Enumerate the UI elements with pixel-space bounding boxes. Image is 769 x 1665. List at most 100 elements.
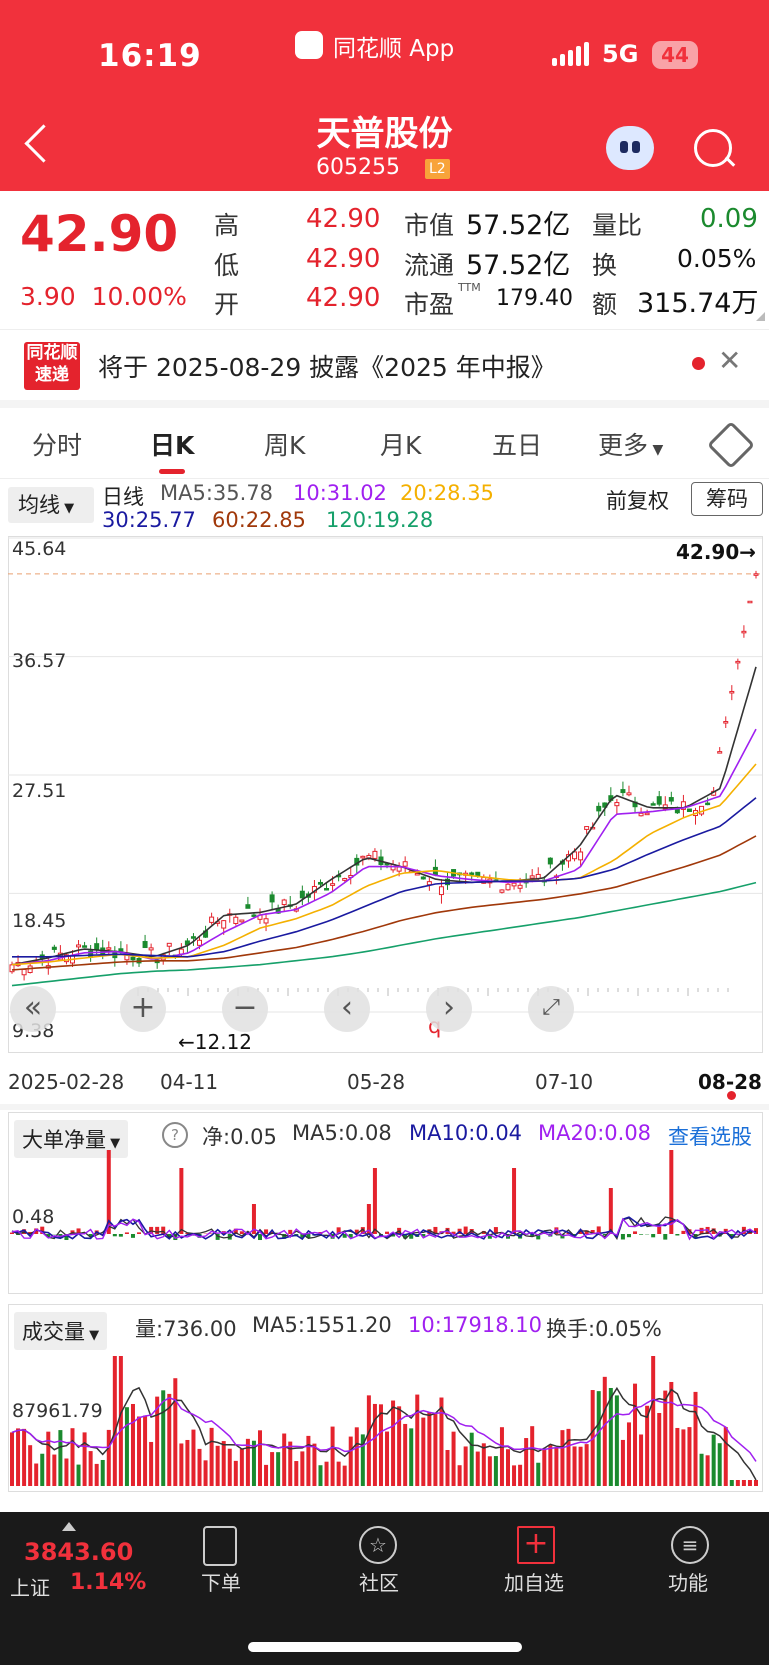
tab-more[interactable]: 更多 ▼: [598, 431, 664, 460]
community-label[interactable]: 社区: [359, 1571, 399, 1595]
candle-body: [747, 600, 753, 604]
volume-bar: [239, 1448, 244, 1486]
tab-five-day[interactable]: 五日: [492, 431, 543, 460]
flow-panel[interactable]: [8, 1112, 763, 1294]
flow-ma-line: [11, 1217, 757, 1241]
open-label: 开: [214, 290, 240, 319]
flow-bar: [251, 1204, 256, 1234]
add-watchlist-icon[interactable]: +: [517, 1526, 555, 1564]
volume-bar: [542, 1449, 547, 1486]
volume-bar: [439, 1397, 444, 1486]
volume-bar: [687, 1427, 692, 1486]
candle-body: [650, 803, 656, 806]
candle-body: [517, 884, 523, 889]
close-icon[interactable]: ✕: [718, 344, 742, 377]
flow-chart[interactable]: [8, 1150, 762, 1292]
index-value[interactable]: 3843.60: [24, 1538, 134, 1566]
volume-panel[interactable]: [8, 1304, 763, 1492]
fullscreen-button[interactable]: ⤢: [528, 986, 574, 1032]
kline-chart[interactable]: [8, 536, 762, 1052]
volume-bar: [403, 1423, 408, 1486]
price-change: 3.90 10.00%: [20, 282, 187, 311]
chip-button[interactable]: 筹码: [691, 482, 763, 516]
level2-badge: L2: [425, 159, 450, 179]
candle-body: [221, 920, 227, 929]
volume-bar: [312, 1443, 317, 1486]
volume-bar: [348, 1436, 353, 1486]
volume-bar: [179, 1443, 184, 1486]
flow-bar: [106, 1150, 111, 1234]
tab-weekly-k[interactable]: 周K: [264, 431, 306, 460]
candle-body: [662, 804, 668, 810]
volume-bar: [185, 1439, 190, 1486]
kline-panel[interactable]: [8, 536, 763, 1053]
volume-bar: [433, 1414, 438, 1486]
zoom-in-button[interactable]: +: [120, 986, 166, 1032]
volume-bar: [149, 1441, 154, 1486]
menu-label[interactable]: 功能: [668, 1571, 708, 1595]
high-label: 高: [214, 211, 240, 240]
ai-assistant-icon[interactable]: [606, 126, 654, 170]
flow-bar: [711, 1228, 716, 1234]
flow-bar: [391, 1234, 396, 1237]
candle-body: [596, 805, 602, 812]
order-icon[interactable]: [203, 1526, 237, 1566]
volume-bar: [118, 1356, 123, 1486]
index-change: 1.14%: [70, 1570, 147, 1595]
candle-body: [420, 876, 426, 880]
volume-bar: [70, 1428, 75, 1486]
home-indicator[interactable]: [248, 1642, 522, 1652]
candle-body: [263, 918, 269, 924]
flow-bar: [137, 1232, 142, 1234]
flow-indicator-select[interactable]: 大单净量 ▼: [14, 1120, 129, 1158]
menu-icon[interactable]: ≡: [671, 1526, 709, 1564]
order-label[interactable]: 下单: [201, 1571, 241, 1595]
volume-bar: [100, 1459, 105, 1486]
volume-bar: [645, 1405, 650, 1486]
volume-bar: [530, 1426, 535, 1486]
community-icon[interactable]: ☆: [359, 1526, 397, 1564]
tab-monthly-k[interactable]: 月K: [380, 431, 422, 460]
candle-body: [118, 948, 124, 952]
news-bar[interactable]: [0, 329, 769, 401]
scroll-left-button[interactable]: ‹: [324, 986, 370, 1032]
volume-bar: [173, 1378, 178, 1486]
scroll-right-button[interactable]: ›: [426, 986, 472, 1032]
adjust-label[interactable]: 前复权: [606, 489, 669, 513]
flow-ma10: MA10:0.04: [409, 1121, 523, 1145]
float-label: 流通: [404, 251, 455, 280]
divider: [0, 478, 769, 479]
scroll-left-fast-button[interactable]: «: [10, 986, 56, 1032]
flow-bar: [40, 1226, 45, 1234]
help-icon[interactable]: ?: [162, 1122, 188, 1148]
search-icon[interactable]: [694, 129, 732, 167]
flow-bar: [385, 1231, 390, 1234]
volume-bar: [342, 1465, 347, 1486]
status-app-name: 同花顺 App: [333, 36, 455, 62]
flow-bar: [639, 1234, 644, 1235]
flow-bar: [669, 1150, 674, 1234]
tab-intraday[interactable]: 分时: [32, 431, 83, 460]
volume-chart[interactable]: [8, 1344, 762, 1490]
view-picks-link[interactable]: 查看选股: [668, 1125, 752, 1149]
volume-bar: [366, 1395, 371, 1486]
volume-value: 量:736.00: [135, 1317, 237, 1341]
flow-bar: [179, 1168, 184, 1234]
zoom-out-button[interactable]: −: [222, 986, 268, 1032]
candle-body: [142, 941, 148, 949]
volume-bar: [548, 1445, 553, 1486]
settings-icon[interactable]: [706, 420, 756, 470]
volume-indicator-select[interactable]: 成交量 ▼: [14, 1312, 108, 1350]
news-text[interactable]: 将于 2025-08-29 披露《2025 年中报》: [98, 353, 556, 382]
flow-bar: [173, 1234, 178, 1241]
expand-corner-icon[interactable]: [756, 312, 765, 321]
tab-daily-k[interactable]: 日K: [150, 431, 195, 460]
volume-bar: [197, 1448, 202, 1486]
stock-name: 天普股份: [316, 114, 453, 154]
indicator-select[interactable]: 均线 ▼: [8, 487, 94, 523]
add-watchlist-label[interactable]: 加自选: [504, 1571, 564, 1595]
candle-body: [668, 797, 674, 802]
mcap-label: 市值: [404, 211, 455, 240]
volume-bar: [167, 1393, 172, 1486]
volume-bar: [385, 1431, 390, 1486]
